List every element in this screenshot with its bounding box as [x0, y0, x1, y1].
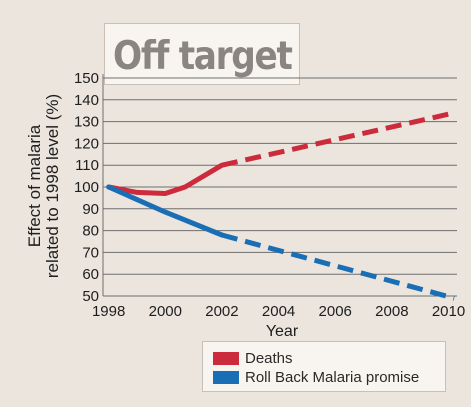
y-tick-label: 90: [82, 201, 99, 218]
legend-swatch-roll-back-malaria: [213, 371, 239, 384]
y-tick-label: 50: [82, 288, 99, 305]
series-line-deaths-dashed: [221, 110, 455, 168]
legend: Deaths Roll Back Malaria promise: [202, 341, 446, 392]
legend-label-deaths: Deaths: [245, 350, 293, 367]
y-tick-label: 80: [82, 223, 99, 240]
y-tick-label: 60: [82, 266, 99, 283]
x-tick-label: 2004: [262, 303, 295, 320]
x-tick-label: 2010: [432, 303, 465, 320]
y-axis-label: Effect of malaria related to 1998 level …: [25, 86, 62, 286]
x-tick-label: 2006: [319, 303, 352, 320]
y-tick-label: 140: [74, 92, 99, 109]
y-axis-label-line-1: Effect of malaria: [25, 124, 44, 248]
series-line-deaths-solid: [106, 162, 225, 196]
y-tick-label: 100: [74, 179, 99, 196]
y-tick-label: 70: [82, 244, 99, 261]
y-tick-label: 150: [74, 70, 99, 87]
x-tick-label: 2000: [149, 303, 182, 320]
legend-item-roll-back-malaria: Roll Back Malaria promise: [213, 369, 419, 386]
y-axis-label-line-2: related to 1998 level (%): [43, 93, 62, 279]
legend-swatch-deaths: [213, 352, 239, 365]
series-line-roll-back-malaria-solid: [106, 184, 225, 238]
chart-title: Off target: [113, 34, 293, 79]
y-tick-label: 130: [74, 114, 99, 131]
gridlines: [102, 74, 457, 297]
series-line-roll-back-malaria-dashed: [221, 232, 455, 301]
x-tick-label: 2008: [375, 303, 408, 320]
chart-title-box: Off target: [104, 23, 300, 85]
x-tick-label: 2002: [205, 303, 238, 320]
y-tick-labels: 50 60 70 80 90 100 110 120 130 140 150: [74, 70, 99, 305]
series-lines: [106, 110, 455, 301]
legend-label-roll-back-malaria: Roll Back Malaria promise: [245, 369, 420, 386]
y-tick-label: 110: [75, 157, 99, 174]
y-tick-label: 120: [74, 135, 99, 152]
x-tick-label: 1998: [92, 303, 125, 320]
x-tick-labels: 1998 2000 2002 2004 2006 2008 2010: [92, 303, 465, 320]
x-axis-label: Year: [266, 323, 299, 340]
legend-item-deaths: Deaths: [213, 350, 293, 367]
